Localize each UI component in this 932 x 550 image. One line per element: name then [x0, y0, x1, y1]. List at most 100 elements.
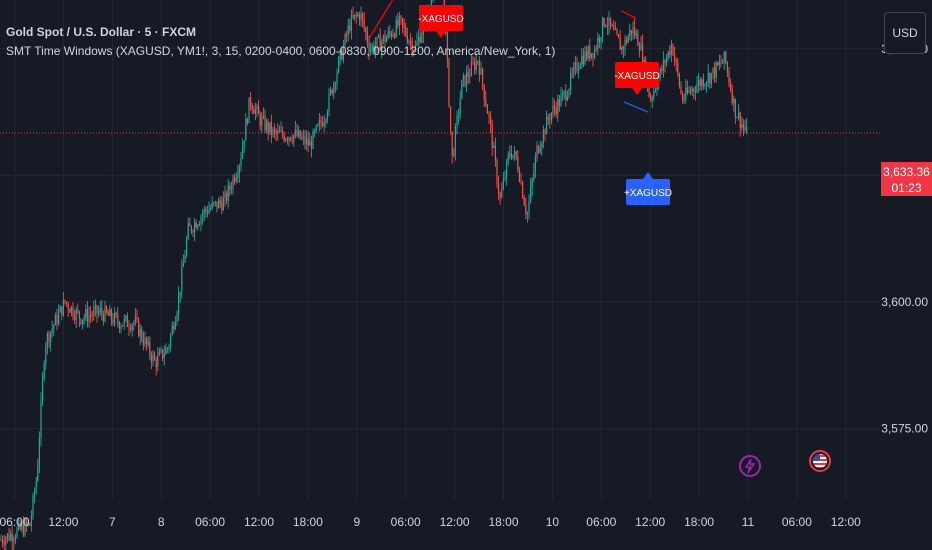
candle-body	[366, 32, 368, 43]
y-tick-label: 3,550.00	[881, 548, 928, 550]
time-axis[interactable]: 06:00 12:00 7 8 06:00 12:00 18:00 9 06:00 12:00 18…	[0, 515, 861, 529]
candle-body	[21, 524, 23, 530]
candle-body	[682, 93, 684, 101]
candle-body	[374, 45, 376, 52]
candle-body	[382, 35, 384, 42]
candle-body	[597, 37, 599, 50]
candle-body	[387, 31, 389, 38]
candle-body	[291, 140, 293, 142]
candle-body	[146, 337, 148, 345]
candle-body	[259, 114, 261, 126]
candle-body	[182, 262, 184, 268]
candle-body	[109, 309, 111, 316]
candle-body	[227, 185, 229, 201]
candle-body	[162, 349, 164, 359]
candle-body	[323, 122, 325, 127]
candle-body	[461, 80, 463, 100]
candle-body	[163, 354, 165, 359]
candle-body	[254, 109, 256, 114]
candle-body	[14, 537, 16, 540]
candle-body	[294, 129, 296, 135]
candle-body	[93, 309, 95, 316]
us-flag-icon[interactable]	[809, 450, 831, 472]
candle-body	[312, 131, 314, 149]
candle-body	[744, 127, 746, 131]
candle-body	[670, 44, 672, 55]
candle-body	[350, 15, 352, 31]
indicator-legend[interactable]: SMT Time Windows (XAGUSD, YM1!, 3, 15, 0…	[6, 44, 556, 58]
candle-body	[90, 314, 92, 316]
candle-body	[734, 98, 736, 118]
candle-body	[477, 60, 479, 62]
candle-body	[261, 117, 263, 126]
candle-body	[46, 333, 48, 346]
candle-body	[381, 41, 383, 50]
bar-countdown: 01:23	[891, 181, 922, 195]
candle-body	[456, 115, 458, 127]
candle-body	[419, 36, 421, 43]
symbol-title[interactable]: Gold Spot / U.S. Dollar · 5 · FXCM	[6, 25, 197, 39]
smt-annotations: -XAGUSD -XAGUSD +XAGUSD	[368, 0, 672, 205]
candle-body	[648, 82, 650, 97]
candle-body	[142, 339, 144, 345]
candle-body	[686, 87, 688, 93]
candle-body	[141, 329, 143, 340]
candle-body	[282, 130, 284, 136]
candle-body	[506, 160, 508, 178]
candle-body	[264, 115, 266, 130]
candle-body	[678, 73, 680, 87]
candle-body	[176, 313, 178, 322]
candle-body	[179, 291, 181, 295]
candle-body	[354, 14, 356, 18]
candle-body	[56, 315, 58, 324]
candle-body	[698, 79, 700, 86]
candle-body	[562, 92, 564, 96]
candle-body	[349, 25, 351, 31]
x-tick-label: 18:00	[293, 515, 323, 529]
candle-body	[534, 157, 536, 172]
candle-body	[488, 113, 490, 117]
lightning-icon[interactable]	[739, 455, 761, 477]
candle-body	[342, 45, 344, 60]
candle-body	[6, 533, 8, 539]
candle-body	[605, 25, 607, 27]
last-price-tag: 3,633.36 01:23	[881, 162, 932, 196]
candle-body	[450, 106, 452, 132]
x-tick-label: 9	[353, 515, 360, 529]
candle-body	[402, 18, 404, 25]
candle-body	[155, 360, 157, 368]
candle-body	[99, 308, 101, 312]
candle-body	[202, 214, 204, 218]
candle-body	[208, 209, 210, 214]
candle-body	[733, 98, 735, 104]
candle-body	[595, 48, 597, 50]
candle-body	[16, 528, 18, 538]
smt-line-bear-2	[620, 10, 637, 19]
candle-body	[731, 90, 733, 104]
x-tick-label: 12:00	[635, 515, 665, 529]
candle-body	[509, 153, 511, 155]
candle-body	[58, 312, 60, 324]
currency-button[interactable]: USD	[884, 12, 926, 54]
candle-body	[490, 116, 492, 125]
candle-body	[72, 306, 74, 317]
candle-body	[722, 62, 724, 64]
candle-body	[512, 154, 514, 159]
candle-body	[634, 27, 636, 36]
candle-body	[19, 522, 21, 530]
candle-body	[195, 222, 197, 228]
candle-body	[339, 50, 341, 59]
candle-body	[181, 267, 183, 292]
candle-body	[526, 213, 528, 215]
candle-body	[13, 539, 15, 542]
candle-body	[290, 137, 292, 141]
candle-body	[74, 316, 76, 320]
candle-body	[395, 19, 397, 37]
price-axis[interactable]: 3,650.003,600.003,575.003,550.00	[881, 42, 928, 550]
candle-body	[514, 151, 516, 155]
x-tick-label: 12:00	[831, 515, 861, 529]
candle-body	[621, 47, 623, 51]
candle-body	[578, 68, 580, 72]
candle-body	[573, 66, 575, 74]
